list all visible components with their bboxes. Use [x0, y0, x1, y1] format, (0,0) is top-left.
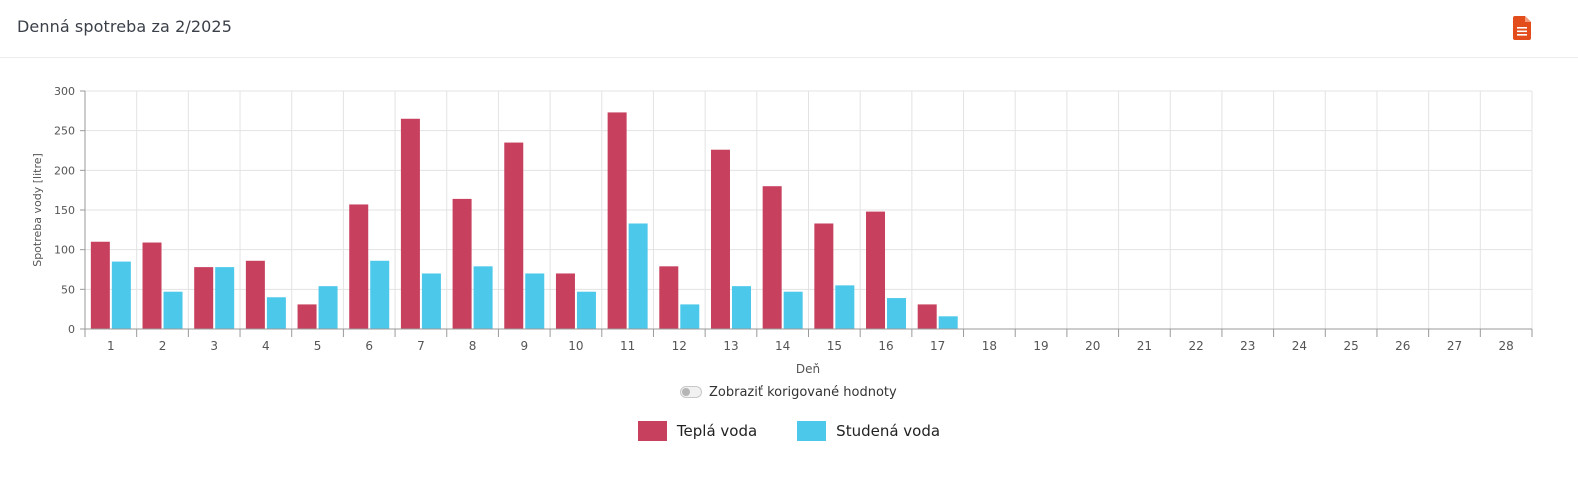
bar-hot-water	[90, 241, 110, 329]
bar-cold-water	[266, 297, 286, 329]
bar-hot-water	[555, 273, 575, 329]
x-tick-label: 16	[878, 339, 893, 353]
bar-hot-water	[194, 267, 214, 329]
x-tick-label: 17	[930, 339, 945, 353]
bar-hot-water	[659, 266, 679, 329]
bar-hot-water	[245, 260, 265, 329]
toggle-label: Zobraziť korigované hodnoty	[709, 384, 897, 400]
bar-cold-water	[111, 261, 131, 329]
x-tick-label: 26	[1395, 339, 1410, 353]
bar-cold-water	[163, 291, 183, 329]
bar-hot-water	[142, 242, 162, 329]
bar-cold-water	[421, 273, 441, 329]
legend-swatch-cold-water	[797, 421, 827, 441]
legend-item-hot-water[interactable]: Teplá voda	[637, 421, 758, 441]
y-tick-label: 200	[54, 164, 75, 177]
x-tick-label: 22	[1188, 339, 1203, 353]
bar-hot-water	[607, 112, 627, 329]
bar-hot-water	[297, 304, 317, 329]
x-tick-label: 3	[210, 339, 218, 353]
y-tick-label: 0	[68, 323, 75, 336]
legend-label: Studená voda	[836, 422, 941, 440]
x-tick-label: 27	[1447, 339, 1462, 353]
bar-cold-water	[215, 267, 235, 329]
x-tick-label: 13	[723, 339, 738, 353]
grid	[84, 90, 1533, 329]
bar-cold-water	[938, 316, 958, 329]
bar-cold-water	[731, 286, 751, 329]
bar-hot-water	[349, 204, 369, 329]
x-tick-label: 18	[982, 339, 997, 353]
bar-cold-water	[473, 266, 493, 329]
x-tick-label: 4	[262, 339, 270, 353]
x-tick-label: 25	[1343, 339, 1358, 353]
y-tick-label: 250	[54, 125, 75, 138]
bar-cold-water	[525, 273, 545, 329]
pdf-export-button[interactable]	[1513, 16, 1533, 40]
x-tick-label: 12	[672, 339, 687, 353]
x-tick-label: 10	[568, 339, 583, 353]
y-tick-label: 100	[54, 244, 75, 257]
card-header: Denná spotreba za 2/2025	[0, 0, 1578, 58]
y-axis-title: Spotreba vody [litre]	[31, 153, 44, 267]
bar-hot-water	[400, 118, 420, 330]
y-tick-label: 50	[61, 283, 75, 296]
x-tick-label: 5	[314, 339, 322, 353]
x-tick-label: 9	[520, 339, 528, 353]
x-tick-label: 28	[1499, 339, 1514, 353]
chart-legend: Teplá voda Studená voda	[0, 421, 1578, 441]
x-tick-label: 14	[775, 339, 790, 353]
bar-hot-water	[917, 304, 937, 329]
y-tick-label: 300	[54, 85, 75, 98]
bar-cold-water	[680, 304, 700, 329]
x-tick-label: 1	[107, 339, 115, 353]
x-tick-label: 24	[1292, 339, 1307, 353]
toggle-knob	[682, 388, 690, 396]
corrected-values-toggle[interactable]	[680, 386, 702, 398]
x-tick-label: 2	[159, 339, 167, 353]
bar-hot-water	[762, 186, 782, 329]
x-tick-label: 20	[1085, 339, 1100, 353]
bar-cold-water	[318, 286, 338, 329]
legend-item-cold-water[interactable]: Studená voda	[797, 421, 940, 441]
x-tick-label: 7	[417, 339, 425, 353]
page-title: Denná spotreba za 2/2025	[17, 17, 232, 36]
bar-hot-water	[504, 142, 524, 329]
x-tick-label: 8	[469, 339, 477, 353]
bar-cold-water	[628, 223, 648, 329]
corrected-values-toggle-row: Zobraziť korigované hodnoty	[680, 382, 897, 402]
x-axis-title: Deň	[796, 362, 820, 376]
bar-cold-water	[783, 291, 803, 329]
bar-cold-water	[370, 260, 390, 329]
file-document-icon	[1513, 16, 1531, 40]
x-tick-label: 19	[1033, 339, 1048, 353]
legend-label: Teplá voda	[676, 422, 758, 440]
legend-swatch-hot-water	[637, 421, 667, 441]
x-tick-label: 11	[620, 339, 635, 353]
x-tick-label: 23	[1240, 339, 1255, 353]
bars	[90, 112, 958, 330]
bar-cold-water	[835, 285, 855, 329]
x-tick-label: 6	[365, 339, 373, 353]
bar-cold-water	[576, 291, 596, 329]
y-tick-label: 150	[54, 204, 75, 217]
bar-cold-water	[887, 298, 907, 329]
bar-hot-water	[814, 223, 834, 329]
x-tick-label: 21	[1137, 339, 1152, 353]
bar-hot-water	[710, 149, 730, 329]
bar-hot-water	[452, 198, 472, 329]
bar-hot-water	[866, 211, 886, 329]
x-tick-label: 15	[827, 339, 842, 353]
